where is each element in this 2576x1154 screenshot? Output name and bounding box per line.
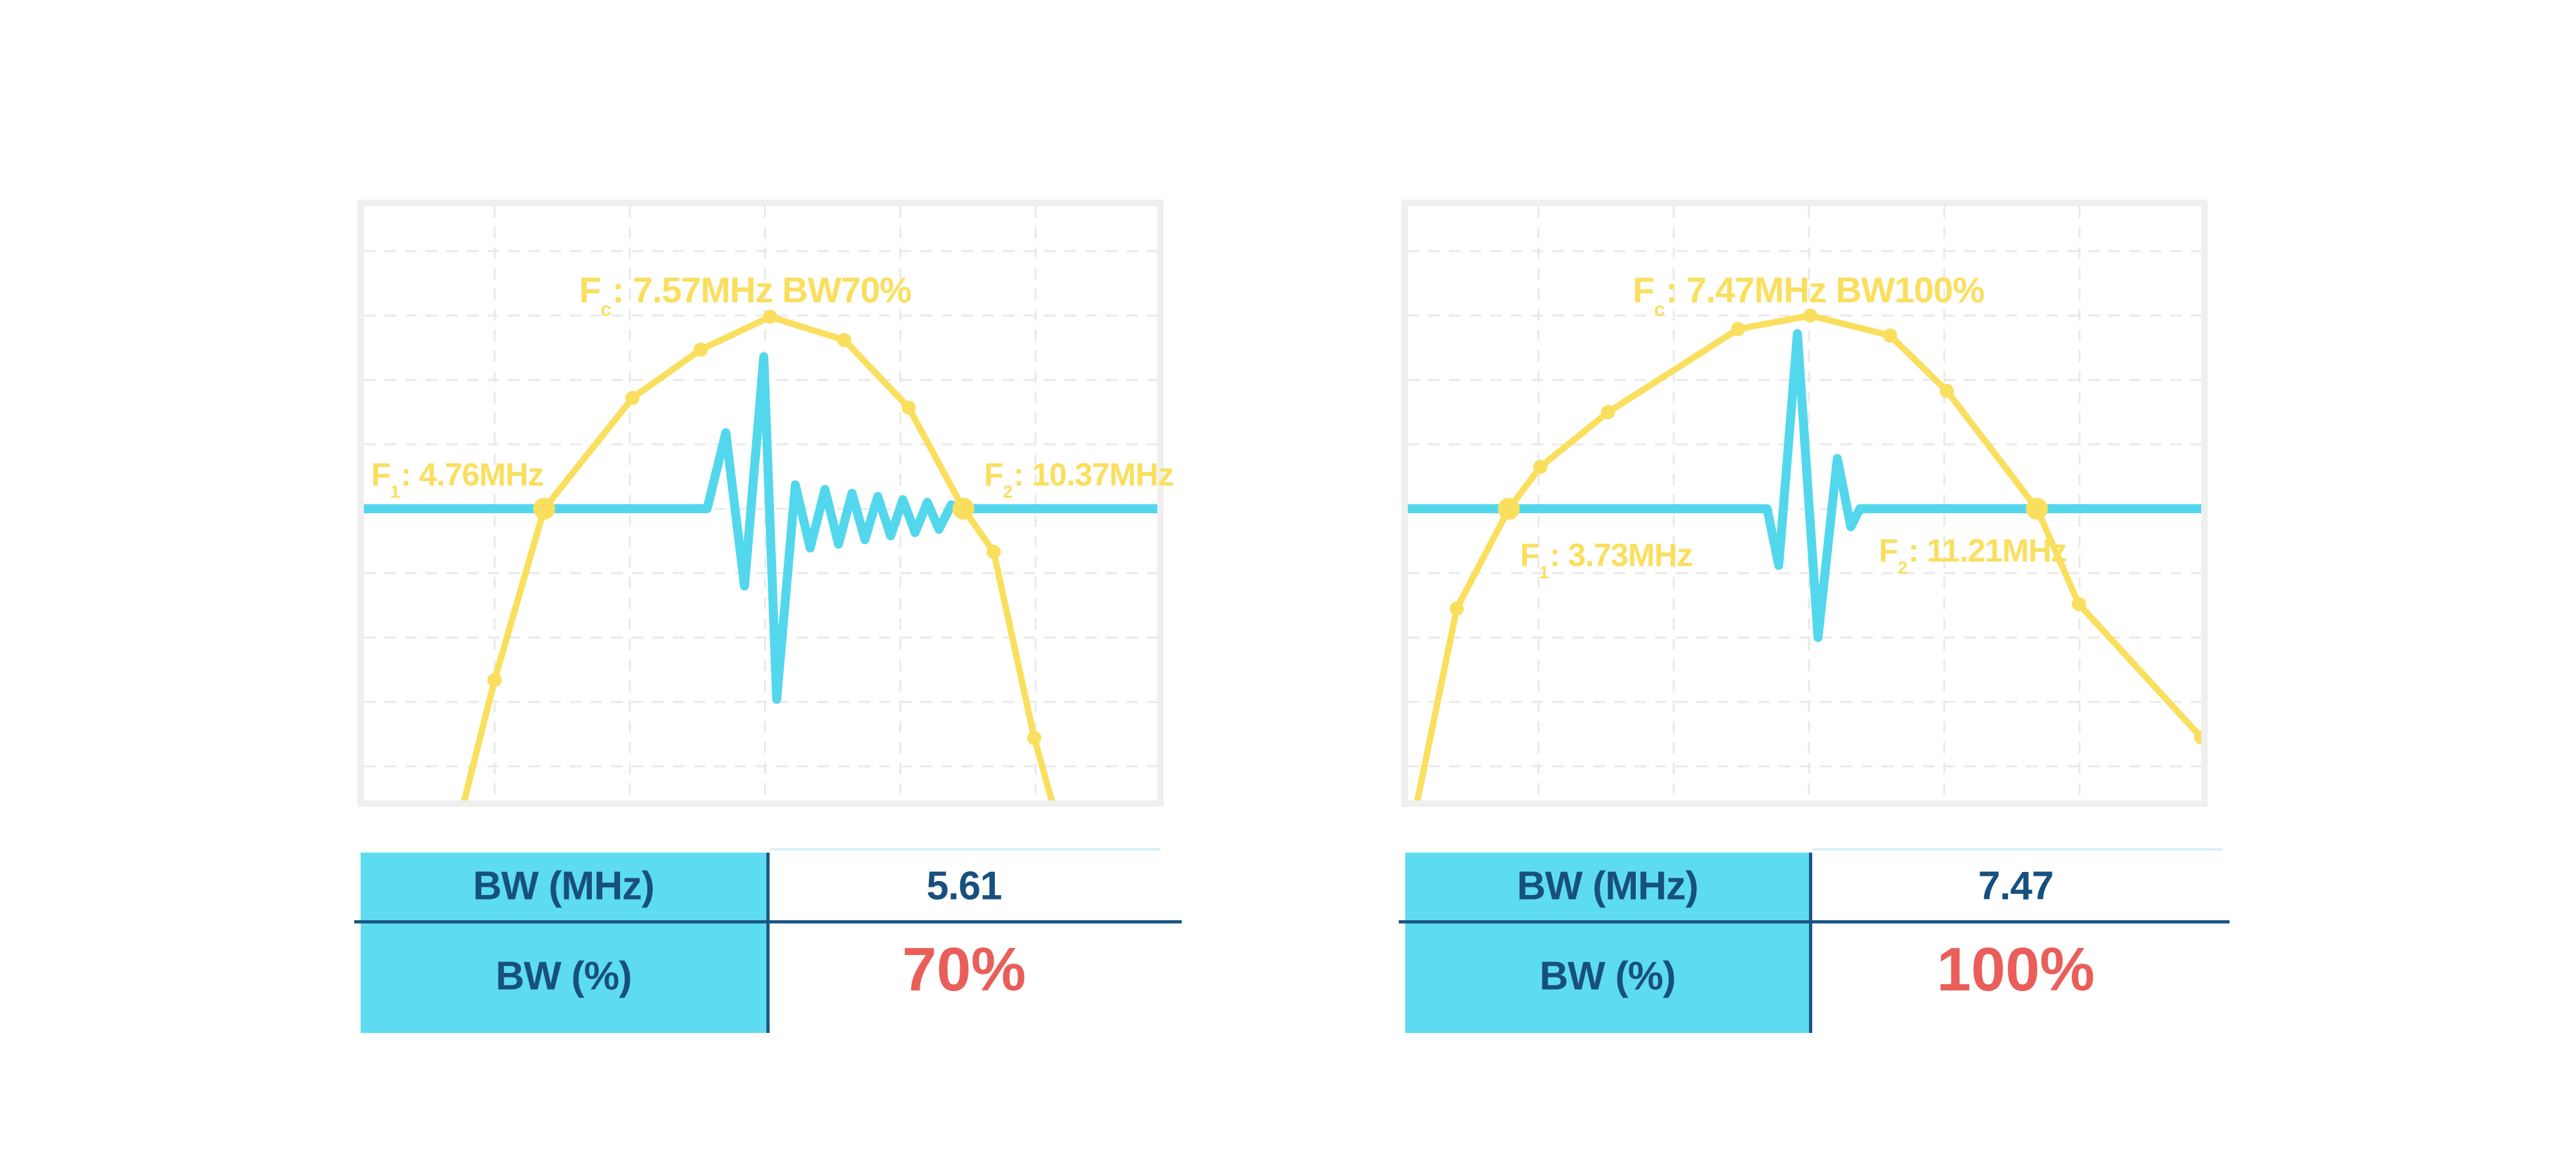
fc-subscript: c — [600, 298, 611, 321]
table-row-divider — [354, 920, 1182, 923]
f1-annotation: F1: 4.76MHz — [371, 456, 544, 501]
f1-subscript: 1 — [390, 482, 400, 502]
f2-annotation: F2: 10.37MHz — [983, 456, 1174, 501]
f2-value-text: : 10.37MHz — [1013, 457, 1174, 493]
f1-symbol: F — [1520, 537, 1540, 573]
bw-pct-value: 100% — [1937, 935, 2095, 1004]
fc-symbol: F — [1633, 269, 1654, 310]
f1-subscript: 1 — [1539, 562, 1549, 583]
table-row-divider — [1399, 920, 2230, 923]
fc-value-text: : 7.47MHz BW100% — [1665, 269, 1984, 310]
bw-mhz-label: BW (MHz) — [1517, 864, 1698, 909]
table-top-border — [1812, 848, 2223, 851]
f1-annotation: F1: 3.73MHz — [1520, 536, 1693, 582]
fc-value-text: : 7.57MHz BW70% — [612, 269, 912, 310]
fc-subscript: c — [1654, 298, 1665, 321]
bw-mhz-value: 5.61 — [926, 864, 1003, 909]
f1-symbol: F — [371, 457, 391, 493]
bw-pct-label: BW (%) — [495, 954, 632, 999]
f2-subscript: 2 — [1003, 482, 1012, 502]
bw-mhz-value: 7.47 — [1978, 864, 2054, 909]
table-header-column-bg — [1405, 853, 1809, 1033]
panel-bw70: Fc: 7.57MHz BW70% F1: 4.76MHz F2: 10.37M… — [354, 200, 1182, 1056]
chart-plot-svg — [364, 206, 1157, 800]
bw-pct-value: 70% — [902, 935, 1027, 1004]
bw-mhz-label: BW (MHz) — [473, 864, 654, 909]
center-frequency-annotation: Fc: 7.47MHz BW100% — [1633, 269, 1985, 319]
f2-subscript: 2 — [1897, 558, 1908, 578]
table-column-divider — [1809, 853, 1812, 1033]
bw-pct-label: BW (%) — [1539, 954, 1676, 999]
panel-bw100: Fc: 7.47MHz BW100% F1: 3.73MHz F2: 11.21… — [1399, 200, 2230, 1056]
spectrum-chart-bw70: Fc: 7.57MHz BW70% F1: 4.76MHz F2: 10.37M… — [357, 200, 1174, 807]
f1-value-text: : 3.73MHz — [1549, 537, 1693, 573]
center-frequency-annotation: Fc: 7.57MHz BW70% — [579, 269, 912, 319]
f2-symbol: F — [1879, 533, 1899, 569]
chart-plot-svg — [1408, 206, 2201, 800]
f2-symbol: F — [983, 457, 1004, 493]
table-header-column-bg — [361, 853, 766, 1033]
f2-value-text: : 11.21MHz — [1908, 533, 2067, 569]
table-column-divider — [766, 853, 770, 1033]
spectrum-chart-bw100: Fc: 7.47MHz BW100% F1: 3.73MHz F2: 11.21… — [1401, 200, 2208, 807]
table-top-border — [770, 848, 1160, 851]
fc-symbol: F — [579, 269, 601, 310]
f2-annotation: F2: 11.21MHz — [1879, 532, 2067, 577]
f1-value-text: : 4.76MHz — [401, 457, 544, 493]
